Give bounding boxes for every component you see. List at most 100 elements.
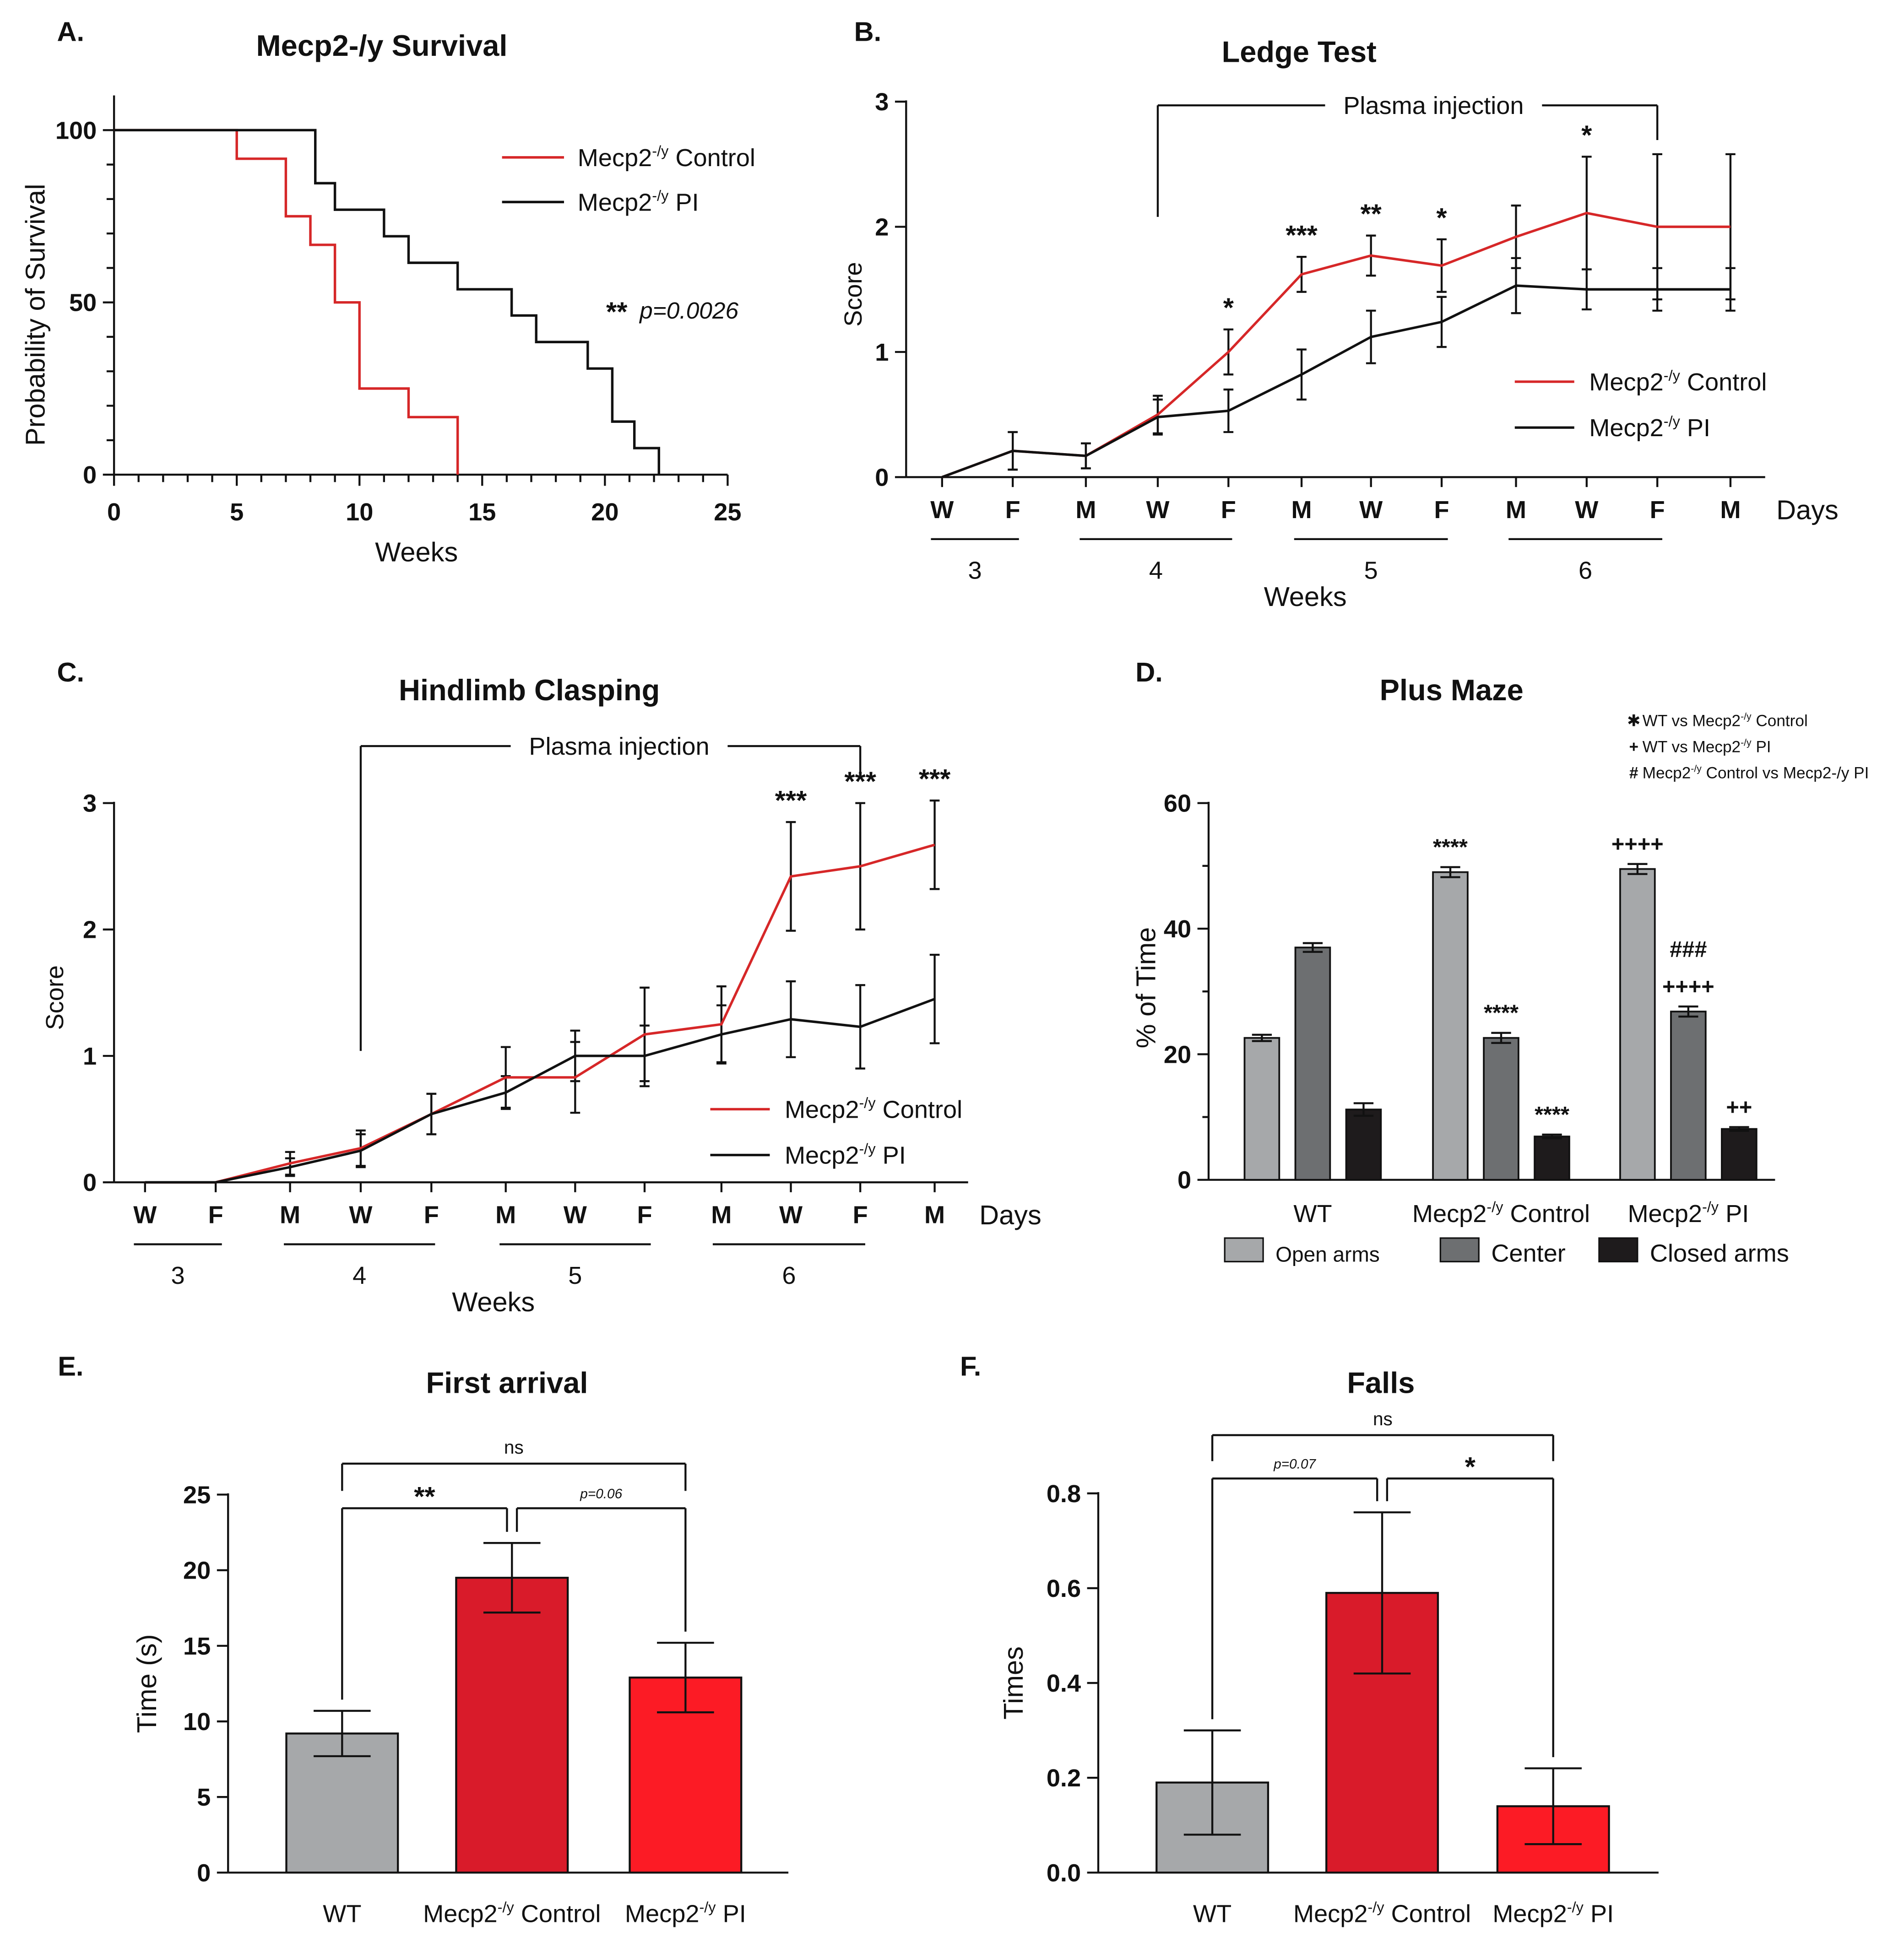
significance-stars-b: * [1581,119,1592,150]
category-label-f: Mecp2-/y Control [1293,1899,1471,1928]
day-label-c: M [280,1201,300,1229]
panel-label-d: D. [1135,657,1163,687]
day-label-b: M [1291,496,1312,524]
key-label-d: Mecp2-/y Control vs Mecp2-/y PI [1643,763,1869,782]
day-label-c: F [853,1201,868,1229]
x-tick-label-a: 5 [230,498,244,526]
significance-mark-d: **** [1535,1103,1569,1127]
panel-label-b: B. [854,16,882,47]
key-symbol-d: # [1629,764,1638,782]
category-label-f: Mecp2-/y PI [1492,1899,1614,1928]
x-axis-label-a: Weeks [375,537,458,568]
comparison-label-e: ns [504,1437,524,1458]
day-label-c: M [924,1201,945,1229]
week-label-b: 4 [1149,557,1163,584]
y-tick-label-b: 3 [875,88,889,116]
day-label-b: F [1221,496,1236,524]
bar-closed-arms [1721,1128,1758,1181]
comparison-label-e: p=0.06 [580,1487,622,1502]
key-label-d: WT vs Mecp2-/y Control [1643,712,1808,730]
day-label-b: W [1575,496,1599,524]
y-tick-label-c: 0 [83,1169,97,1196]
legend-label-c: Mecp2-/y Control [785,1095,962,1124]
panel-f-falls-chart: F. Falls 0.0 0.2 0.4 0.6 0.8 Times WT Mecp2-/y Co… [960,1351,1659,1928]
y-tick-label-e: 10 [183,1708,211,1736]
y-tick-label-a: 50 [69,289,97,317]
legend-label-a: Mecp2-/y Control [578,143,755,172]
y-tick-label-d: 60 [1164,790,1191,817]
y-tick-label-e: 5 [197,1784,211,1811]
survival-curve-control [114,129,459,475]
day-label-c: M [711,1201,732,1229]
y-tick-label-f: 0.0 [1047,1859,1081,1887]
bar-center [1294,947,1331,1181]
significance-stars-b: *** [1286,220,1318,250]
significance-stars-c: *** [844,766,876,797]
bar-closed-arms [1345,1109,1382,1181]
days-label-c: Days [979,1200,1042,1230]
panel-label-a: A. [57,16,85,47]
week-label-c: 5 [568,1262,582,1289]
key-label-d: WT vs Mecp2-/y PI [1643,738,1771,756]
day-label-b: W [930,496,954,524]
significance-stars-a: ** [606,296,628,327]
chart-title-d: Plus Maze [1380,673,1524,707]
significance-mark-d: ### [1670,937,1707,962]
y-tick-label-b: 2 [875,213,889,241]
y-axis-label-a: Probability of Survival [20,184,50,446]
bar-center [1483,1037,1519,1181]
day-label-c: W [564,1201,587,1229]
y-tick-label-f: 0.8 [1047,1480,1081,1508]
comparison-label-f: ns [1373,1408,1393,1429]
legend-label-d: Closed arms [1650,1239,1789,1267]
day-label-c: M [495,1201,516,1229]
y-tick-label-f: 0.2 [1047,1764,1081,1792]
y-axis-label-e: Time (s) [131,1634,162,1733]
y-tick-label-c: 3 [83,790,97,817]
week-label-c: 4 [353,1262,366,1289]
survival-curve-pi [114,129,661,475]
day-label-b: M [1075,496,1096,524]
comparison-label-f: * [1465,1451,1476,1482]
day-label-b: F [1650,496,1665,524]
y-tick-label-f: 0.4 [1047,1670,1081,1697]
y-axis-label-f: Times [998,1646,1029,1720]
y-tick-label-a: 100 [55,117,97,144]
day-label-c: F [637,1201,652,1229]
y-tick-label-c: 1 [83,1043,97,1070]
significance-stars-b: * [1223,292,1234,323]
day-label-b: F [1005,496,1020,524]
panel-label-c: C. [57,657,85,687]
x-tick-label-a: 25 [714,498,741,526]
series-line-c-control [145,844,935,1184]
category-label-d: WT [1293,1200,1332,1228]
week-label-b: 5 [1364,557,1378,584]
day-label-c: W [779,1201,803,1229]
week-label-b: 3 [968,557,982,584]
comparison-label-e: ** [414,1481,435,1512]
chart-title-f: Falls [1347,1366,1415,1399]
day-label-b: W [1146,496,1170,524]
category-label-d: Mecp2-/y Control [1412,1199,1590,1228]
chart-title-b: Ledge Test [1222,35,1377,68]
x-tick-label-a: 15 [468,498,496,526]
key-symbol-d: ✱ [1627,712,1640,730]
injection-label-b: Plasma injection [1343,92,1524,119]
x-axis-label-b: Weeks [1264,581,1347,612]
days-label-b: Days [1776,495,1839,525]
bar-open-arms [1243,1037,1280,1181]
y-tick-label-d: 20 [1164,1041,1191,1068]
chart-title-e: First arrival [426,1366,588,1399]
y-axis-label-d: % of Time [1131,927,1161,1049]
y-tick-label-d: 0 [1177,1167,1191,1194]
y-tick-label-b: 1 [875,339,889,366]
panel-e-first-arrival-chart: E. First arrival 0 5 10 15 20 25 Time (s) WT Mecp2… [58,1351,789,1928]
y-tick-label-e: 20 [183,1557,211,1585]
significance-mark-d: **** [1433,835,1468,860]
injection-label-c: Plasma injection [529,733,709,760]
category-label-e: Mecp2-/y Control [423,1899,601,1928]
legend-label-b: Mecp2-/y Control [1589,367,1767,396]
significance-stars-c: *** [775,785,807,816]
day-label-c: F [208,1201,223,1229]
